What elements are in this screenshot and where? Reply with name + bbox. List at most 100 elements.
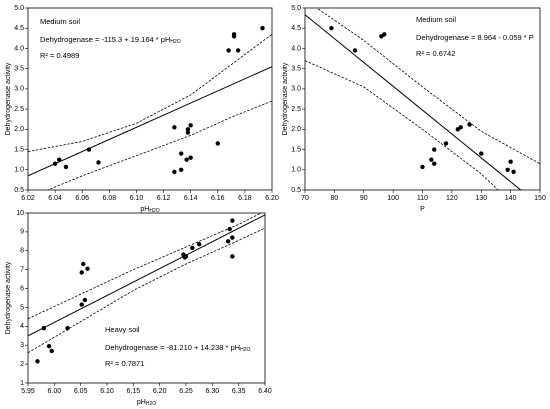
point	[185, 130, 191, 135]
x-axis-label-main: pH	[137, 399, 146, 406]
point	[429, 157, 434, 162]
y-tick-label: 0.5	[14, 187, 24, 194]
point	[382, 32, 387, 37]
point	[352, 48, 358, 53]
point	[215, 141, 220, 146]
equation-main: Dehydrogenase = -81.210 + 14.238 * pH	[105, 343, 240, 352]
x-axis-label-sub: H2O	[149, 208, 159, 214]
point	[41, 326, 46, 331]
y-axis-label: Dehydrogenase activity	[5, 62, 12, 135]
y-tick-label: 4	[20, 323, 24, 330]
point	[231, 34, 237, 39]
equation: Dehydrogenase = 8.964 - 0.059 * P	[416, 33, 534, 42]
x-tick-label: 130	[475, 195, 487, 202]
x-tick-label: 6.05	[74, 388, 88, 395]
soil-label: Medium soil	[40, 17, 80, 26]
y-tick-label: 4.5	[291, 25, 301, 32]
point	[458, 125, 463, 130]
point	[196, 241, 202, 247]
x-tick-label: 6.06	[75, 195, 89, 202]
x-tick-label: 6.00	[48, 388, 62, 395]
x-tick-label: 120	[446, 195, 458, 202]
x-axis-label-main: P	[420, 206, 425, 213]
point	[508, 159, 513, 164]
point	[230, 218, 235, 223]
point	[35, 359, 40, 364]
plot-frame	[27, 7, 273, 191]
point	[443, 141, 449, 146]
y-tick-label: 2.0	[14, 126, 24, 133]
y-tick-label: 9	[20, 229, 24, 236]
y-tick-label: 1.0	[291, 167, 301, 174]
point	[86, 147, 92, 152]
x-tick-label: 80	[330, 195, 338, 202]
point	[432, 161, 437, 166]
x-tick-label: 140	[505, 195, 517, 202]
equation-main: Dehydrogenase = -115.3 + 19.164 * pH	[40, 35, 170, 44]
point	[479, 151, 484, 156]
point	[183, 254, 189, 259]
point	[81, 261, 86, 267]
point	[329, 26, 334, 31]
point	[190, 245, 195, 251]
y-tick-label: 0.5	[291, 187, 301, 194]
point	[230, 254, 235, 259]
x-tick-label: 6.12	[157, 195, 171, 202]
fit-line	[28, 66, 272, 177]
x-axis-label-sub: H2O	[146, 401, 156, 407]
point	[79, 270, 84, 275]
x-tick-label: 6.15	[127, 388, 141, 395]
equation-sub: H2O	[240, 347, 250, 353]
point	[63, 164, 69, 170]
y-tick-label: 1.5	[291, 146, 301, 153]
y-tick-label: 7	[20, 267, 24, 274]
point	[420, 164, 425, 170]
y-tick-label: 3.5	[14, 66, 24, 73]
x-tick-label: 6.14	[184, 195, 198, 202]
x-tick-label: 6.16	[211, 195, 225, 202]
equation-sub: H2O	[170, 39, 180, 45]
point	[188, 123, 193, 128]
point	[172, 169, 177, 174]
point	[467, 122, 472, 127]
point	[185, 127, 191, 132]
confidence-band	[28, 227, 265, 354]
x-tick-label: 150	[534, 195, 546, 202]
point	[184, 157, 189, 162]
y-tick-label: 2.5	[14, 106, 24, 113]
point	[79, 302, 84, 307]
x-tick-label: 70	[301, 195, 309, 202]
point	[178, 167, 184, 172]
y-tick-label: 1.5	[14, 146, 24, 153]
r-squared: R² = 0.4989	[40, 51, 79, 60]
y-tick-label: 2.5	[291, 106, 301, 113]
y-tick-label: 8	[20, 248, 24, 255]
r-squared: R² = 0.7871	[105, 359, 144, 368]
x-tick-label: 6.35	[232, 388, 246, 395]
confidence-band	[28, 213, 263, 320]
y-tick-label: 2.0	[291, 126, 301, 133]
point	[65, 326, 70, 331]
point	[56, 157, 62, 162]
y-tick-label: 4.0	[14, 45, 24, 52]
y-tick-label: 1	[20, 380, 24, 387]
point	[96, 160, 101, 165]
x-tick-label: 6.04	[48, 195, 62, 202]
confidence-band	[46, 100, 272, 190]
point	[230, 235, 235, 240]
x-tick-label: 6.10	[130, 195, 144, 202]
r-squared: R² = 0.6742	[416, 49, 455, 58]
point	[505, 167, 510, 172]
point	[172, 125, 177, 130]
confidence-band	[28, 33, 272, 152]
y-tick-label: 2	[20, 361, 24, 368]
point	[432, 147, 437, 152]
point	[235, 48, 241, 53]
y-tick-label: 5	[20, 304, 24, 311]
point	[85, 266, 90, 271]
y-tick-label: 3	[20, 342, 24, 349]
equation: Dehydrogenase = -81.210 + 14.238 * pHH2O	[105, 343, 251, 353]
x-tick-label: 6.40	[258, 388, 272, 395]
y-tick-label: 4.5	[14, 25, 24, 32]
